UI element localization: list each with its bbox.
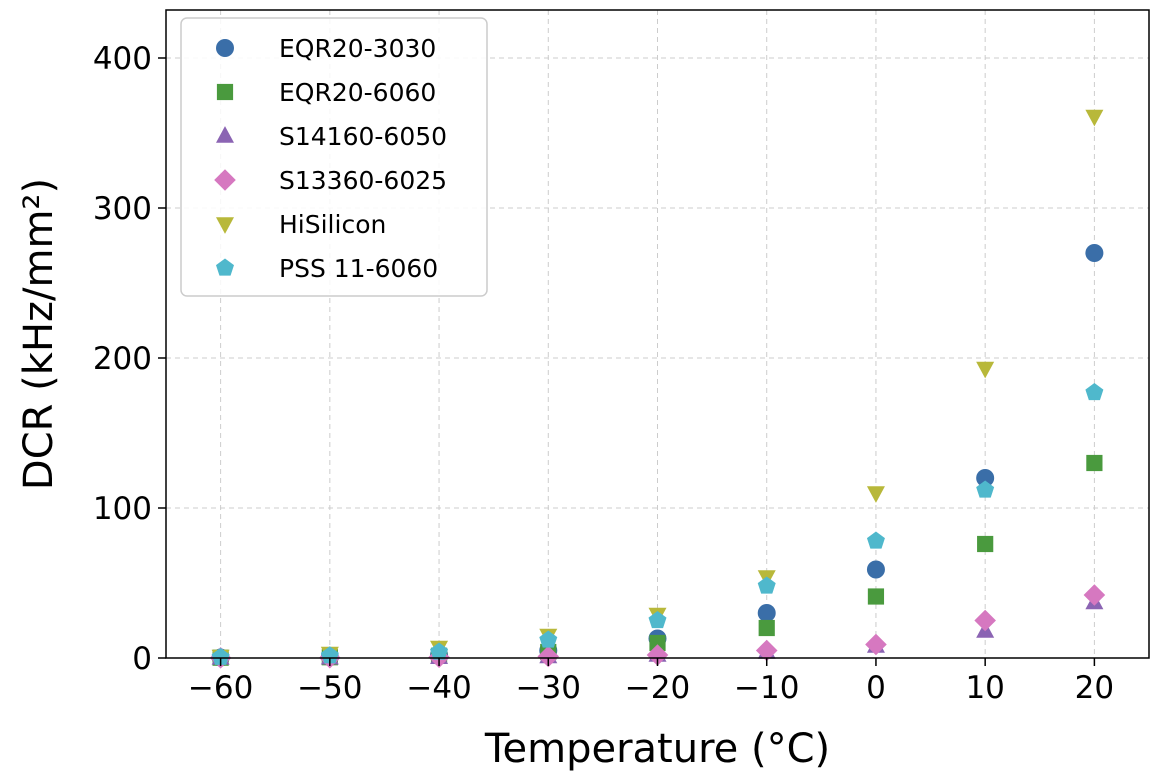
data-point bbox=[1085, 383, 1104, 401]
legend-item: S14160-6050 bbox=[216, 122, 447, 151]
data-point bbox=[757, 576, 776, 594]
x-tick-label: −40 bbox=[406, 670, 471, 706]
x-tick-label: 10 bbox=[965, 670, 1004, 706]
legend-label: S14160-6050 bbox=[279, 122, 447, 151]
data-point bbox=[866, 531, 885, 549]
data-point bbox=[974, 609, 996, 632]
data-point bbox=[866, 486, 885, 503]
series-pss-11-6060 bbox=[211, 383, 1104, 665]
legend-marker bbox=[216, 39, 234, 57]
legend-marker bbox=[216, 83, 234, 101]
x-tick-label: −50 bbox=[297, 670, 362, 706]
data-point bbox=[430, 642, 449, 660]
legend-label: EQR20-3030 bbox=[279, 34, 436, 63]
y-tick-label: 200 bbox=[93, 341, 152, 377]
data-point bbox=[1085, 109, 1104, 127]
data-point bbox=[1086, 454, 1103, 472]
data-point bbox=[976, 480, 995, 498]
x-tick-label: −10 bbox=[734, 670, 799, 706]
x-tick-label: −30 bbox=[516, 670, 581, 706]
y-axis: 0 100 200 300 400 bbox=[93, 41, 166, 677]
data-point bbox=[866, 560, 885, 579]
data-point bbox=[1085, 244, 1104, 262]
data-point bbox=[758, 619, 775, 637]
x-tick-label: −60 bbox=[188, 670, 253, 706]
x-tick-label: −20 bbox=[625, 670, 690, 706]
legend-marker bbox=[216, 126, 234, 143]
legend-marker bbox=[216, 258, 234, 276]
legend-label: PSS 11-6060 bbox=[279, 254, 438, 283]
data-point bbox=[211, 647, 230, 665]
x-axis: −60 −50 −40 −30 −20 −10 0 10 20 bbox=[188, 658, 1114, 706]
legend-box bbox=[180, 17, 488, 297]
data-point bbox=[867, 588, 885, 605]
data-point bbox=[649, 634, 666, 652]
data-point bbox=[537, 645, 560, 668]
x-tick-label: 20 bbox=[1075, 670, 1114, 706]
x-tick-label: 0 bbox=[866, 670, 886, 706]
data-point bbox=[646, 644, 669, 666]
data-point bbox=[977, 535, 994, 553]
data-point bbox=[865, 633, 887, 656]
data-point bbox=[539, 630, 558, 648]
data-point bbox=[320, 646, 339, 664]
legend-item: HiSilicon bbox=[216, 210, 386, 239]
data-point bbox=[648, 611, 667, 629]
legend-item: EQR20-6060 bbox=[216, 78, 436, 107]
y-tick-label: 0 bbox=[132, 641, 152, 677]
data-point bbox=[976, 469, 995, 487]
y-tick-label: 300 bbox=[93, 191, 152, 227]
x-axis-label: Temperature (°C) bbox=[484, 726, 830, 772]
legend-item: S13360-6025 bbox=[214, 166, 447, 195]
data-point bbox=[1083, 584, 1106, 606]
legend-label: S13360-6025 bbox=[279, 166, 447, 195]
legend-item: EQR20-3030 bbox=[216, 34, 436, 63]
data-point bbox=[757, 604, 776, 622]
data-point bbox=[976, 361, 995, 379]
legend-item: PSS 11-6060 bbox=[216, 254, 438, 283]
y-tick-label: 400 bbox=[93, 41, 152, 77]
y-tick-label: 100 bbox=[93, 491, 152, 527]
legend-marker bbox=[214, 169, 236, 191]
y-axis-label: DCR (kHz/mm²) bbox=[16, 178, 62, 490]
legend-label: EQR20-6060 bbox=[279, 78, 436, 107]
legend-marker bbox=[216, 217, 234, 234]
legend-label: HiSilicon bbox=[279, 210, 386, 239]
data-point bbox=[755, 639, 778, 662]
legend: EQR20-3030 EQR20-6060 S14160-6050 S13360-60… bbox=[180, 17, 488, 297]
